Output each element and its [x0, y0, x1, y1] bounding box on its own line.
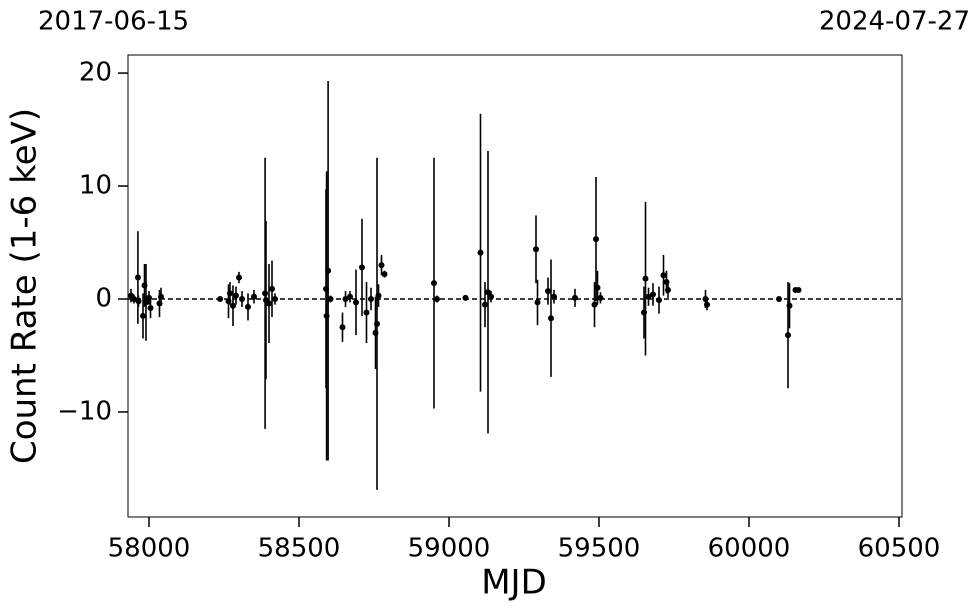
data-point [545, 288, 551, 295]
x-tick-label: 58000 [108, 534, 191, 564]
data-point [217, 295, 224, 302]
data-point [158, 293, 164, 300]
y-tick-label: 20 [79, 58, 112, 88]
data-point [533, 246, 539, 253]
y-axis-label: Count Rate (1-6 keV) [5, 108, 45, 464]
data-point [482, 301, 488, 308]
data-point [665, 286, 671, 293]
data-point [374, 320, 380, 327]
data-point [143, 299, 149, 306]
data-point [785, 332, 791, 339]
data-point [645, 293, 652, 300]
start-date: 2017-06-15 [38, 7, 189, 37]
data-point [135, 298, 142, 305]
data-point [236, 274, 242, 281]
data-point [597, 294, 604, 301]
end-date: 2024-07-27 [819, 7, 970, 37]
y-tick-label: 0 [95, 283, 112, 313]
data-point [594, 284, 601, 291]
data-point [347, 293, 353, 300]
plot-frame [127, 54, 903, 518]
data-point [147, 305, 154, 312]
data-point [477, 249, 484, 256]
data-point [660, 272, 667, 279]
data-point [548, 315, 554, 322]
data-point [656, 297, 662, 304]
data-point [363, 309, 370, 316]
data-point [359, 264, 365, 271]
x-tick-label: 60000 [708, 534, 791, 564]
x-tick-label: 59500 [558, 534, 641, 564]
data-point [776, 295, 782, 302]
data-point [272, 295, 278, 302]
data-point [704, 301, 710, 308]
data-point [786, 302, 793, 309]
data-point [262, 290, 269, 297]
x-tick-label: 59000 [408, 534, 491, 564]
data-point [233, 292, 239, 299]
data-point [534, 299, 541, 306]
data-point [245, 303, 251, 310]
data-point [327, 295, 334, 302]
data-point [325, 267, 332, 274]
data-point [593, 236, 599, 243]
data-point [488, 293, 494, 300]
y-tick-label: −10 [57, 396, 112, 426]
data-point [368, 295, 374, 302]
data-point [434, 295, 440, 302]
data-point [266, 300, 272, 307]
x-tick-label: 58500 [258, 534, 341, 564]
x-tick-label: 60500 [858, 534, 941, 564]
data-point [239, 295, 245, 302]
data-point [375, 292, 382, 299]
data-point [591, 301, 598, 308]
data-point [269, 285, 275, 292]
data-point [140, 312, 146, 319]
x-axis-label: MJD [481, 563, 547, 603]
data-point [131, 295, 137, 302]
data-point [551, 293, 557, 300]
y-tick-label: 10 [79, 171, 112, 201]
data-point [381, 271, 388, 278]
data-point [431, 280, 437, 287]
data-point [462, 294, 469, 301]
data-point [342, 295, 349, 302]
data-point [795, 286, 802, 293]
data-point [642, 275, 649, 282]
data-point [353, 299, 359, 306]
data-point [339, 324, 346, 331]
data-point [227, 290, 233, 297]
data-point [485, 289, 491, 296]
data-point [378, 262, 385, 269]
data-point [134, 274, 141, 281]
data-point [572, 294, 578, 301]
data-point [650, 291, 656, 298]
data-point [251, 293, 257, 300]
data-point [230, 302, 236, 309]
